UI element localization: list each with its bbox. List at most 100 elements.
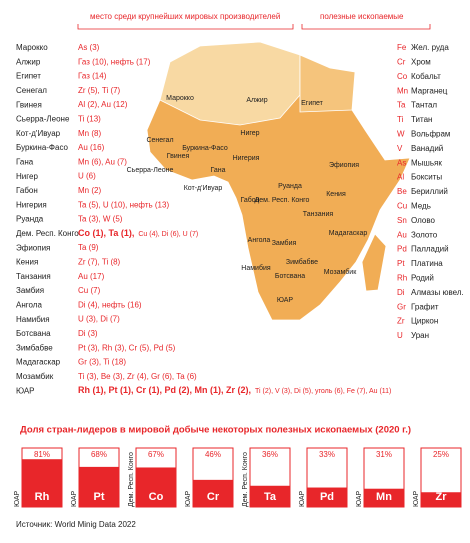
bar <box>22 459 62 507</box>
minerals-list: Mn (8) <box>78 129 101 138</box>
minerals-list: Au (16) <box>78 143 105 152</box>
legend-symbol: Zr <box>397 317 405 326</box>
legend-symbol: Gr <box>397 302 406 311</box>
minerals: Di (3) <box>78 329 98 338</box>
country-name: Кот-д'Ивуар <box>16 129 61 138</box>
legend-name: Бериллий <box>411 187 448 196</box>
country-name: Алжир <box>16 57 41 66</box>
minerals-list: Gr (3), Ti (18) <box>78 358 126 367</box>
country-name: Нигер <box>16 172 38 181</box>
minerals-list: U (6) <box>78 172 96 181</box>
country-name: Гана <box>16 158 34 167</box>
legend-symbol: U <box>397 331 403 340</box>
minerals: U (3), Di (7) <box>78 315 120 324</box>
element-label: Pd <box>320 491 334 503</box>
map-label: Алжир <box>246 97 267 104</box>
bar <box>421 492 461 507</box>
map-label: Кения <box>326 191 346 198</box>
map-label: Зимбабве <box>286 258 318 266</box>
minerals-list: Al (2), Au (12) <box>78 100 128 109</box>
map-label: Ангола <box>248 237 271 244</box>
minerals: Mn (2) <box>78 186 101 195</box>
minerals: Co (1), Ta (1), Cu (4), Di (6), U (7) <box>78 228 198 238</box>
minerals-list: Zr (7), Ti (8) <box>78 258 121 267</box>
minerals: Au (16) <box>78 143 105 152</box>
minerals: Ti (3), Be (3), Zr (4), Gr (6), Ta (6) <box>78 372 197 381</box>
chart-title: Доля стран-лидеров в мировой добыче неко… <box>20 425 411 436</box>
element-label: Pt <box>94 491 105 503</box>
minerals: Mn (6), Au (7) <box>78 158 127 167</box>
legend-name: Циркон <box>411 317 438 326</box>
minerals-list: Cu (7) <box>78 286 101 295</box>
legend-name: Титан <box>411 115 432 124</box>
minerals: Zr (5), Ti (7) <box>78 86 121 95</box>
source: Источник: World Minig Data 2022 <box>16 520 136 529</box>
legend-symbol: Mn <box>397 86 408 95</box>
value-label: 33% <box>319 450 335 459</box>
legend-name: Ванадий <box>411 144 443 153</box>
country-label: ЮАР <box>299 490 306 507</box>
value-label: 36% <box>262 450 278 459</box>
value-label: 67% <box>148 450 164 459</box>
minerals-list: U (3), Di (7) <box>78 315 120 324</box>
map-label: Гвинея <box>167 153 190 160</box>
legend-symbol: Al <box>397 173 404 182</box>
minerals-list: Mn (2) <box>78 186 101 195</box>
map-label: Гана <box>210 167 225 174</box>
minerals-list: Zr (5), Ti (7) <box>78 86 121 95</box>
legend-name: Марганец <box>411 86 448 95</box>
value-label: 25% <box>433 450 449 459</box>
legend-name: Кобальт <box>411 72 441 81</box>
map-label: Сьерра-Леоне <box>127 167 174 174</box>
legend-name: Уран <box>411 331 429 340</box>
minerals: Zr (7), Ti (8) <box>78 258 121 267</box>
legend-name: Графит <box>411 302 439 311</box>
minerals-list: Pt (3), Rh (3), Cr (5), Pd (5) <box>78 343 176 352</box>
country-label: ЮАР <box>71 490 78 507</box>
map-label: Ботсвана <box>275 273 305 280</box>
bracket <box>301 24 431 30</box>
legend-symbol: Co <box>397 72 408 81</box>
bar <box>364 488 404 507</box>
country-name: Ангола <box>16 301 42 310</box>
minerals-list: Au (17) <box>78 272 105 281</box>
minerals-list: Ti (3), Be (3), Zr (4), Gr (6), Ta (6) <box>78 372 197 381</box>
bar <box>79 466 119 507</box>
minerals-list: Di (4), нефть (16) <box>78 301 142 310</box>
map-label: Буркина-Фасо <box>182 145 228 152</box>
minerals: Al (2), Au (12) <box>78 100 128 109</box>
country-name: Замбия <box>16 286 44 295</box>
map <box>146 41 411 321</box>
minerals: Pt (3), Rh (3), Cr (5), Pd (5) <box>78 343 176 352</box>
map-label: Дем. Респ. Конго <box>255 197 310 204</box>
minerals-list: Ta (9) <box>78 243 99 252</box>
country-name: Нигерия <box>16 200 47 209</box>
country-label: ЮАР <box>185 490 192 507</box>
legend-name: Вольфрам <box>411 130 450 139</box>
minerals-list: Ta (3), W (5) <box>78 215 123 224</box>
element-label: Ta <box>264 491 277 503</box>
legend-name: Алмазы ювел. <box>411 288 464 297</box>
map-label: Эфиопия <box>329 162 359 169</box>
minerals: Di (4), нефть (16) <box>78 301 142 310</box>
minerals-list: Ti (2), V (3), Di (5), уголь (6), Fe (7)… <box>255 388 391 395</box>
country-name: Гвинея <box>16 100 42 109</box>
legend-name: Палладий <box>411 245 449 254</box>
country-name: Сьерра-Леоне <box>16 115 70 124</box>
map-label: Египет <box>301 100 324 107</box>
element-label: Cr <box>207 491 220 503</box>
legend-symbol: Cu <box>397 202 407 211</box>
legend-symbol: Cr <box>397 58 406 67</box>
map-label: Танзания <box>303 211 334 218</box>
legend-name: Олово <box>411 216 436 225</box>
country-name: Марокко <box>16 43 48 52</box>
bar <box>136 467 176 507</box>
major-minerals: Rh (1), Pt (1), Cr (1), Pd (2), Mn (1), … <box>78 386 251 396</box>
legend-symbol: Sn <box>397 216 407 225</box>
country-name: Кения <box>16 258 38 267</box>
country-label: ЮАР <box>413 490 420 507</box>
country-label: Дем. Респ. Конго <box>242 452 249 507</box>
minerals-list: As (3) <box>78 43 100 52</box>
minerals-list: Газ (14) <box>78 72 107 81</box>
country-name: Буркина-Фасо <box>16 143 69 152</box>
